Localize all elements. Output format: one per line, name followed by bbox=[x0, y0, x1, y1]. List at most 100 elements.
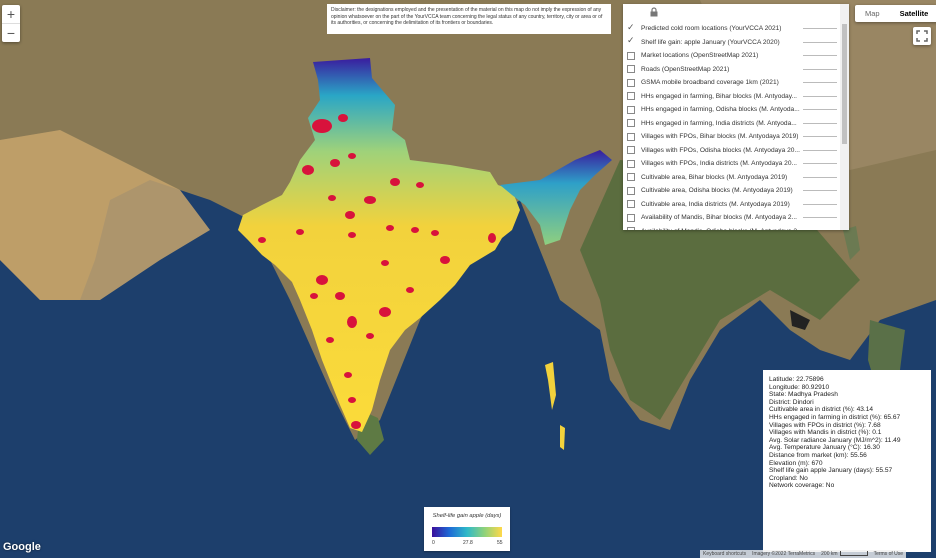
layer-opacity-slider[interactable] bbox=[803, 163, 837, 164]
layer-label: HHs engaged in farming, Odisha blocks (M… bbox=[641, 106, 800, 114]
layer-checkbox[interactable] bbox=[627, 35, 635, 46]
layer-opacity-slider[interactable] bbox=[803, 149, 837, 151]
layer-row[interactable]: Cultivable area, Bihar blocks (M. Antyod… bbox=[623, 171, 841, 185]
info-line: Avg. Temperature January (°C): 16.30 bbox=[769, 444, 880, 452]
layer-checkbox[interactable] bbox=[627, 105, 635, 114]
layer-row[interactable]: Cultivable area, India districts (M. Ant… bbox=[623, 198, 841, 212]
scale-bar[interactable]: 200 km bbox=[821, 550, 868, 558]
layer-label: Market locations (OpenStreetMap 2021) bbox=[641, 52, 759, 60]
layer-label: Villages with FPOs, Bihar blocks (M. Ant… bbox=[641, 133, 799, 141]
map-footer: Keyboard shortcuts Imagery ©2022 TerraMe… bbox=[700, 550, 907, 558]
layer-opacity-slider[interactable] bbox=[803, 82, 837, 83]
legend: Shelf-life gain apple (days) 0 27.8 55 bbox=[424, 507, 510, 551]
layer-checkbox[interactable] bbox=[627, 65, 635, 74]
google-logo: Google bbox=[3, 541, 41, 553]
layer-opacity-slider[interactable] bbox=[803, 55, 837, 56]
layer-label: Villages with FPOs, India districts (M. … bbox=[641, 160, 797, 168]
info-line: Villages with Mandis in district (%): 0.… bbox=[769, 429, 882, 437]
layer-label: HHs engaged in farming, India districts … bbox=[641, 119, 797, 127]
layer-row[interactable]: Roads (OpenStreetMap 2021) bbox=[623, 63, 841, 77]
layer-row[interactable]: HHs engaged in farming, Odisha blocks (M… bbox=[623, 103, 841, 117]
layer-row[interactable]: Villages with FPOs, India districts (M. … bbox=[623, 157, 841, 171]
layer-opacity-slider[interactable] bbox=[803, 136, 837, 137]
layer-row[interactable]: HHs engaged in farming, Bihar blocks (M.… bbox=[623, 90, 841, 104]
imagery-credit: Imagery ©2022 TerraMetrics bbox=[752, 551, 816, 557]
layer-checkbox[interactable] bbox=[627, 227, 635, 230]
layer-opacity-slider[interactable] bbox=[803, 28, 837, 29]
layer-opacity-slider[interactable] bbox=[803, 122, 837, 124]
layer-row[interactable]: Shelf life gain: apple January (YourVCCA… bbox=[623, 35, 841, 50]
scale-label: 200 km bbox=[821, 551, 838, 557]
map-type-map[interactable]: Map bbox=[865, 9, 880, 18]
layer-opacity-slider[interactable] bbox=[803, 109, 837, 110]
layers-scrollbar[interactable] bbox=[840, 4, 849, 230]
layer-label: Roads (OpenStreetMap 2021) bbox=[641, 65, 730, 73]
map-type-control: Map Satellite bbox=[855, 5, 936, 22]
layer-checkbox[interactable] bbox=[627, 159, 635, 168]
layer-checkbox[interactable] bbox=[627, 78, 635, 87]
legend-color-bar bbox=[432, 527, 502, 537]
layer-checkbox[interactable] bbox=[627, 92, 635, 101]
info-line: Villages with FPOs in district (%): 7.68 bbox=[769, 421, 881, 429]
layer-row[interactable]: Availability of Mandis, Odisha blocks (M… bbox=[623, 225, 841, 230]
zoom-in-button[interactable]: + bbox=[6, 6, 16, 22]
info-line: Elevation (m): 670 bbox=[769, 459, 823, 467]
legend-tick-mid: 27.8 bbox=[463, 540, 473, 546]
info-line: Cropland: No bbox=[769, 474, 808, 482]
lock-icon[interactable] bbox=[649, 7, 659, 17]
location-info-panel: Latitude: 22.75896 Longitude: 80.92910 Sta… bbox=[763, 370, 931, 552]
layer-checkbox[interactable] bbox=[627, 51, 635, 60]
info-line: Shelf life gain apple January (days): 55… bbox=[769, 467, 893, 475]
scrollbar-thumb[interactable] bbox=[842, 24, 847, 144]
info-line: Latitude: 22.75896 bbox=[769, 376, 824, 383]
zoom-out-button[interactable]: − bbox=[2, 23, 20, 42]
info-line: District: Dindori bbox=[769, 398, 814, 406]
fullscreen-button[interactable] bbox=[913, 27, 931, 45]
layer-label: Cultivable area, Bihar blocks (M. Antyod… bbox=[641, 173, 788, 181]
layer-opacity-slider[interactable] bbox=[803, 217, 837, 218]
layer-label: Availability of Mandis, Bihar blocks (M.… bbox=[641, 214, 798, 222]
layer-opacity-slider[interactable] bbox=[803, 203, 837, 205]
layer-checkbox[interactable] bbox=[627, 146, 635, 155]
layer-label: Villages with FPOs, Odisha blocks (M. An… bbox=[641, 146, 800, 154]
layer-checkbox[interactable] bbox=[627, 200, 635, 209]
cold-room-markers bbox=[258, 114, 496, 429]
layer-checkbox[interactable] bbox=[627, 186, 635, 195]
layer-opacity-slider[interactable] bbox=[803, 41, 837, 43]
layer-opacity-slider[interactable] bbox=[803, 95, 837, 97]
info-line: Avg. Solar radiance January (MJ/m^2): 11… bbox=[769, 436, 901, 444]
layer-label: HHs engaged in farming, Bihar blocks (M.… bbox=[641, 92, 798, 100]
layer-checkbox[interactable] bbox=[627, 132, 635, 141]
layer-opacity-slider[interactable] bbox=[803, 176, 837, 178]
layers-panel: Predicted cold room locations (YourVCCA … bbox=[623, 4, 849, 230]
andaman-islands bbox=[545, 362, 556, 410]
info-line: Longitude: 80.92910 bbox=[769, 383, 830, 391]
layer-label: Predicted cold room locations (YourVCCA … bbox=[641, 25, 782, 33]
layer-row[interactable]: GSMA mobile broadband coverage 1km (2021… bbox=[623, 76, 841, 90]
terms-link[interactable]: Terms of Use bbox=[873, 551, 904, 557]
layer-row[interactable]: Predicted cold room locations (YourVCCA … bbox=[623, 22, 841, 36]
layer-opacity-slider[interactable] bbox=[803, 190, 837, 191]
layer-list: Predicted cold room locations (YourVCCA … bbox=[623, 22, 841, 230]
layer-row[interactable]: Villages with FPOs, Bihar blocks (M. Ant… bbox=[623, 130, 841, 144]
info-line: Cultivable area in district (%): 43.14 bbox=[769, 406, 874, 414]
layer-row[interactable]: Availability of Mandis, Bihar blocks (M.… bbox=[623, 211, 841, 225]
layer-checkbox[interactable] bbox=[627, 213, 635, 222]
layer-row[interactable]: Cultivable area, Odisha blocks (M. Antyo… bbox=[623, 184, 841, 198]
keyboard-shortcuts-link[interactable]: Keyboard shortcuts bbox=[703, 551, 747, 557]
layer-row[interactable]: HHs engaged in farming, India districts … bbox=[623, 117, 841, 131]
info-line: HHs engaged in farming in district (%): … bbox=[769, 413, 901, 421]
layer-label: Availability of Mandis, Odisha blocks (M… bbox=[641, 228, 811, 230]
layer-checkbox[interactable] bbox=[627, 22, 635, 33]
shelf-life-overlay-northeast bbox=[500, 150, 612, 245]
layer-row[interactable]: Market locations (OpenStreetMap 2021) bbox=[623, 49, 841, 63]
legend-title: Shelf-life gain apple (days) bbox=[432, 513, 502, 519]
info-line: Distance from market (km): 55.56 bbox=[769, 451, 867, 459]
info-line: Network coverage: No bbox=[769, 482, 835, 490]
layer-checkbox[interactable] bbox=[627, 119, 635, 128]
layer-checkbox[interactable] bbox=[627, 173, 635, 182]
layer-row[interactable]: Villages with FPOs, Odisha blocks (M. An… bbox=[623, 144, 841, 158]
hainan-island bbox=[790, 310, 810, 330]
map-type-satellite[interactable]: Satellite bbox=[899, 9, 929, 18]
layer-opacity-slider[interactable] bbox=[803, 68, 837, 70]
